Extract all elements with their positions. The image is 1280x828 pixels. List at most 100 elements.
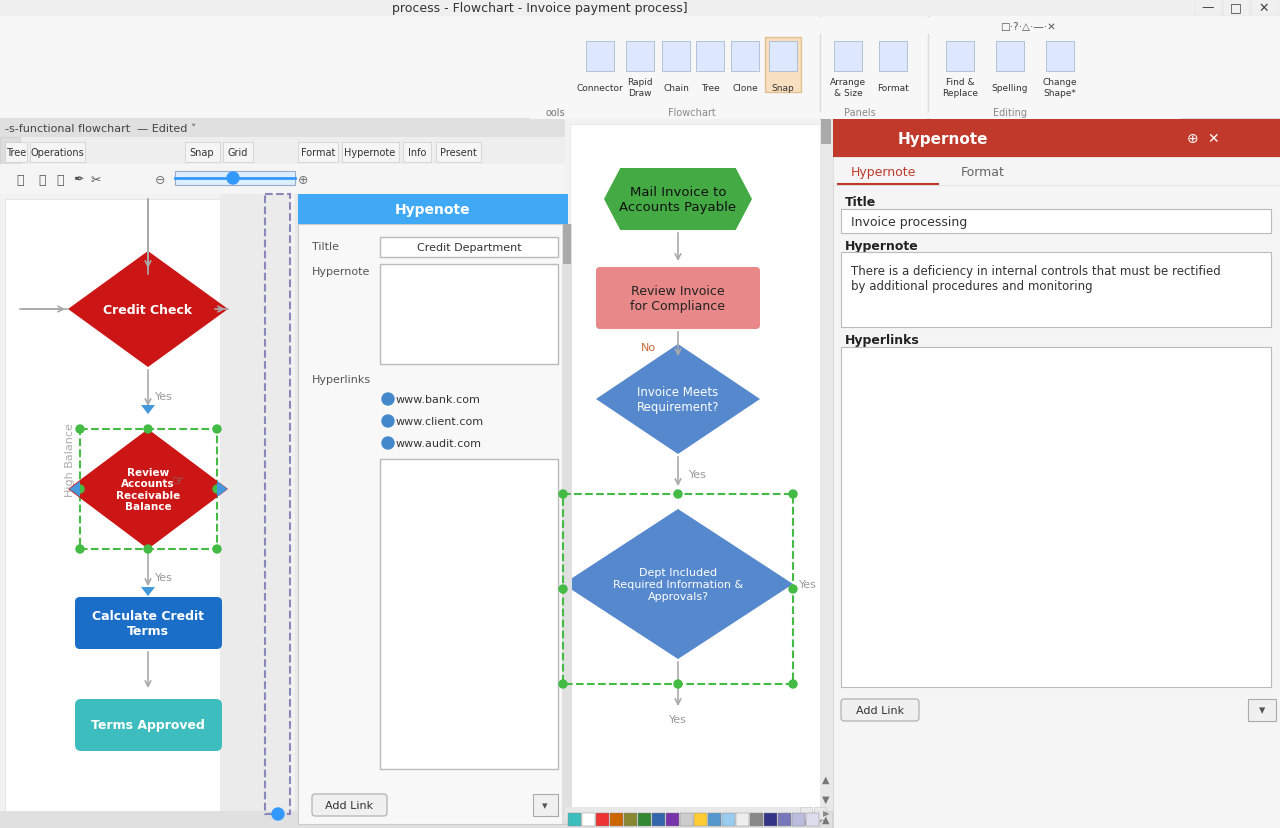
FancyBboxPatch shape [814, 807, 826, 819]
FancyBboxPatch shape [1251, 0, 1277, 17]
Circle shape [559, 490, 567, 498]
Text: Flowchart: Flowchart [668, 108, 716, 118]
Text: Credit Department: Credit Department [417, 243, 521, 253]
FancyBboxPatch shape [841, 348, 1271, 687]
Text: Present: Present [439, 148, 476, 158]
Text: Spelling: Spelling [992, 84, 1028, 93]
Text: 📌: 📌 [805, 814, 812, 824]
FancyBboxPatch shape [764, 813, 777, 826]
FancyBboxPatch shape [596, 267, 760, 330]
Text: ⊕: ⊕ [298, 173, 308, 186]
Text: ▼: ▼ [822, 794, 829, 804]
FancyBboxPatch shape [611, 813, 623, 826]
Circle shape [227, 173, 239, 185]
Bar [563, 494, 794, 684]
FancyBboxPatch shape [298, 224, 568, 824]
Circle shape [273, 808, 284, 820]
FancyBboxPatch shape [1196, 0, 1222, 17]
FancyBboxPatch shape [175, 171, 294, 185]
Circle shape [788, 680, 797, 688]
FancyBboxPatch shape [765, 38, 801, 93]
FancyBboxPatch shape [841, 699, 919, 721]
Text: 🔍: 🔍 [17, 173, 24, 186]
Polygon shape [68, 430, 228, 549]
FancyBboxPatch shape [564, 120, 826, 828]
FancyBboxPatch shape [403, 142, 431, 163]
Text: ▶: ▶ [823, 808, 829, 817]
FancyBboxPatch shape [1248, 699, 1276, 721]
FancyBboxPatch shape [568, 813, 581, 826]
Text: Editing: Editing [993, 108, 1027, 118]
Text: ▲: ▲ [822, 814, 829, 824]
Circle shape [143, 546, 152, 553]
FancyBboxPatch shape [312, 794, 387, 816]
FancyBboxPatch shape [532, 794, 558, 816]
FancyBboxPatch shape [833, 120, 1280, 828]
FancyBboxPatch shape [0, 17, 1280, 18]
Text: 👤: 👤 [56, 173, 64, 186]
FancyBboxPatch shape [586, 42, 614, 72]
Text: ⊖: ⊖ [155, 173, 165, 186]
Text: Grid: Grid [228, 148, 248, 158]
FancyBboxPatch shape [736, 813, 749, 826]
Circle shape [381, 437, 394, 450]
FancyBboxPatch shape [596, 813, 609, 826]
Polygon shape [596, 344, 760, 455]
Text: Operations: Operations [31, 148, 84, 158]
FancyBboxPatch shape [0, 120, 570, 137]
Circle shape [381, 416, 394, 427]
Text: ▾: ▾ [543, 800, 548, 810]
FancyBboxPatch shape [833, 120, 1280, 158]
Circle shape [212, 485, 221, 493]
Text: Change
Shape*: Change Shape* [1043, 78, 1078, 98]
Text: Clone: Clone [732, 84, 758, 93]
FancyBboxPatch shape [835, 42, 861, 72]
Text: Hypernote: Hypernote [845, 239, 919, 253]
Text: www.audit.com: www.audit.com [396, 439, 483, 449]
Text: ools: ools [545, 108, 564, 118]
FancyBboxPatch shape [731, 42, 759, 72]
FancyBboxPatch shape [820, 811, 832, 828]
FancyBboxPatch shape [380, 460, 558, 769]
Circle shape [559, 680, 567, 688]
Text: Yes: Yes [689, 469, 707, 479]
Text: Hypernote: Hypernote [850, 166, 915, 178]
FancyBboxPatch shape [1046, 42, 1074, 72]
Text: Panels: Panels [844, 108, 876, 118]
FancyBboxPatch shape [562, 224, 572, 824]
Text: Find &
Replace: Find & Replace [942, 78, 978, 98]
Text: Hypenote: Hypenote [396, 203, 471, 217]
FancyBboxPatch shape [0, 165, 570, 195]
FancyBboxPatch shape [792, 813, 805, 826]
Polygon shape [604, 169, 753, 231]
Bar [79, 430, 218, 549]
Text: Chain: Chain [663, 84, 689, 93]
FancyBboxPatch shape [680, 813, 692, 826]
Text: Mail Invoice to
Accounts Payable: Mail Invoice to Accounts Payable [620, 185, 736, 214]
FancyBboxPatch shape [563, 224, 571, 265]
FancyBboxPatch shape [380, 238, 558, 258]
FancyBboxPatch shape [750, 813, 763, 826]
Text: Format: Format [301, 148, 335, 158]
Text: ✋: ✋ [38, 173, 46, 186]
Text: —: — [1202, 2, 1215, 14]
FancyBboxPatch shape [833, 158, 1280, 185]
Text: ✂: ✂ [91, 173, 101, 186]
Circle shape [143, 426, 152, 434]
Text: Credit Check: Credit Check [104, 303, 192, 316]
Polygon shape [141, 406, 155, 415]
FancyBboxPatch shape [980, 17, 1280, 37]
FancyBboxPatch shape [662, 42, 690, 72]
Text: ▲: ▲ [822, 774, 829, 784]
FancyBboxPatch shape [0, 137, 20, 165]
FancyBboxPatch shape [931, 17, 1180, 120]
Text: Tree: Tree [6, 148, 26, 158]
FancyBboxPatch shape [778, 813, 791, 826]
Text: ☞: ☞ [172, 473, 184, 486]
Circle shape [675, 680, 682, 688]
Text: Hypernote: Hypernote [312, 267, 370, 277]
FancyBboxPatch shape [708, 813, 721, 826]
FancyBboxPatch shape [822, 17, 927, 120]
Text: Rapid
Draw: Rapid Draw [627, 78, 653, 98]
Text: ⊕: ⊕ [1187, 132, 1199, 146]
